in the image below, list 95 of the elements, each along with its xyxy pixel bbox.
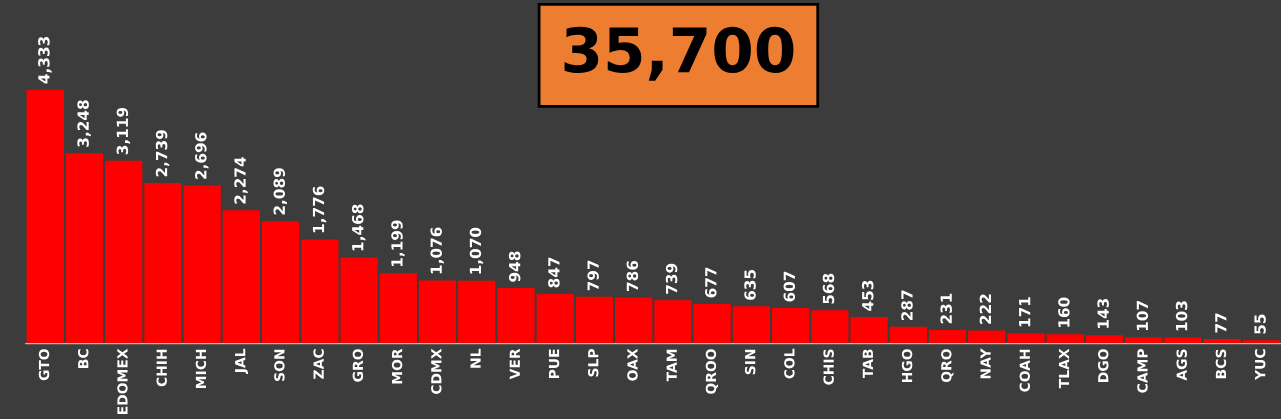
data-label: 797 [587,260,599,291]
data-label: 2,739 [155,130,170,177]
x-tick-label: GRO [352,349,364,382]
x-tick-label: NL [470,348,481,368]
bar [1242,340,1281,344]
x-tick-label: TAM [666,349,677,382]
bar [928,330,967,344]
bar [732,306,771,344]
x-tick-label: OAX [627,348,638,381]
bar [458,280,496,344]
x-tick-label: MICH [195,349,207,388]
bar [418,280,457,344]
data-label: 847 [548,257,560,288]
data-label: 2,696 [195,132,209,179]
x-tick-label: YUC [1254,349,1266,381]
bar [615,297,653,344]
x-tick-label: GTO [38,349,50,381]
x-tick-label: MOR [391,348,403,384]
data-label: 222 [979,294,991,324]
data-label: 1,070 [469,227,484,274]
x-tick-label: NAY [980,348,991,379]
x-tick-label: TAB [862,349,873,379]
data-label: 568 [822,273,835,304]
bar [536,293,574,344]
bar [65,153,104,344]
x-tick-label: PUE [548,349,560,379]
x-tick-label: TLAX [1058,348,1070,389]
x-tick-label: ZAC [313,349,324,379]
bar [144,183,182,344]
bar [850,317,888,344]
data-label: 1,076 [430,227,444,274]
bar [379,273,417,344]
bar [811,310,849,344]
data-label: 107 [1136,301,1149,331]
data-label: 1,776 [312,186,327,233]
bar [693,303,731,344]
data-label: 287 [901,290,913,320]
data-label: 143 [1097,298,1109,328]
x-tick-label: EDOMEX [117,348,128,415]
x-tick-label: BCS [1215,349,1227,379]
x-tick-label: SON [274,349,285,381]
data-label: 103 [1175,301,1188,331]
bar [889,326,927,344]
data-label: 77 [1215,313,1227,333]
x-tick-label: BC [77,349,89,368]
x-tick-label: SLP [587,349,599,377]
x-tick-label: COAH [1019,349,1031,392]
bar [654,300,692,344]
bar [105,160,143,344]
bar [222,210,261,344]
data-label: 1,199 [391,220,405,267]
bar [1046,334,1084,344]
bar [1085,335,1124,344]
bar [340,257,378,344]
x-tick-label: COL [784,348,795,379]
data-label: 2,089 [273,168,287,215]
data-label: 1,468 [351,204,366,251]
data-label: 171 [1019,297,1031,327]
data-label: 3,248 [77,100,91,147]
data-label: 453 [861,280,874,311]
x-tick-label: SIN [744,349,756,375]
bar [1125,337,1163,344]
data-label: 55 [1254,314,1266,334]
data-label: 948 [508,251,521,282]
text: 35,700 [564,26,794,81]
bar [771,308,810,344]
x-tick-label: CDMX [431,348,442,394]
bar [575,296,614,344]
x-tick-label: CHIS [823,349,834,385]
bar [301,239,339,344]
data-label: 4,333 [38,36,52,84]
data-label: 739 [665,263,678,294]
x-tick-label: CHIH [156,349,167,387]
bar [1007,333,1045,344]
bar [26,89,64,344]
x-tick-label: VER [509,348,520,380]
data-label: 607 [783,271,796,302]
x-tick-label: CAMP [1137,349,1148,393]
data-label: 3,119 [116,107,131,155]
x-tick-label: QROO [705,349,719,394]
data-label: 635 [744,269,756,300]
bar [183,185,221,344]
bar [497,288,535,344]
x-tick-label: HGO [901,349,913,382]
x-tick-label: DGO [1097,349,1109,382]
data-label: 677 [705,267,717,298]
data-label: 786 [626,260,639,291]
x-tick-label: AGS [1176,349,1187,381]
bar [968,330,1006,344]
data-label: 231 [940,293,952,324]
data-label: 160 [1058,297,1070,327]
x-tick-label: QRO [941,349,954,383]
data-label: 2,274 [234,157,248,204]
x-tick-label: JAL [235,348,248,374]
bar [261,221,300,344]
